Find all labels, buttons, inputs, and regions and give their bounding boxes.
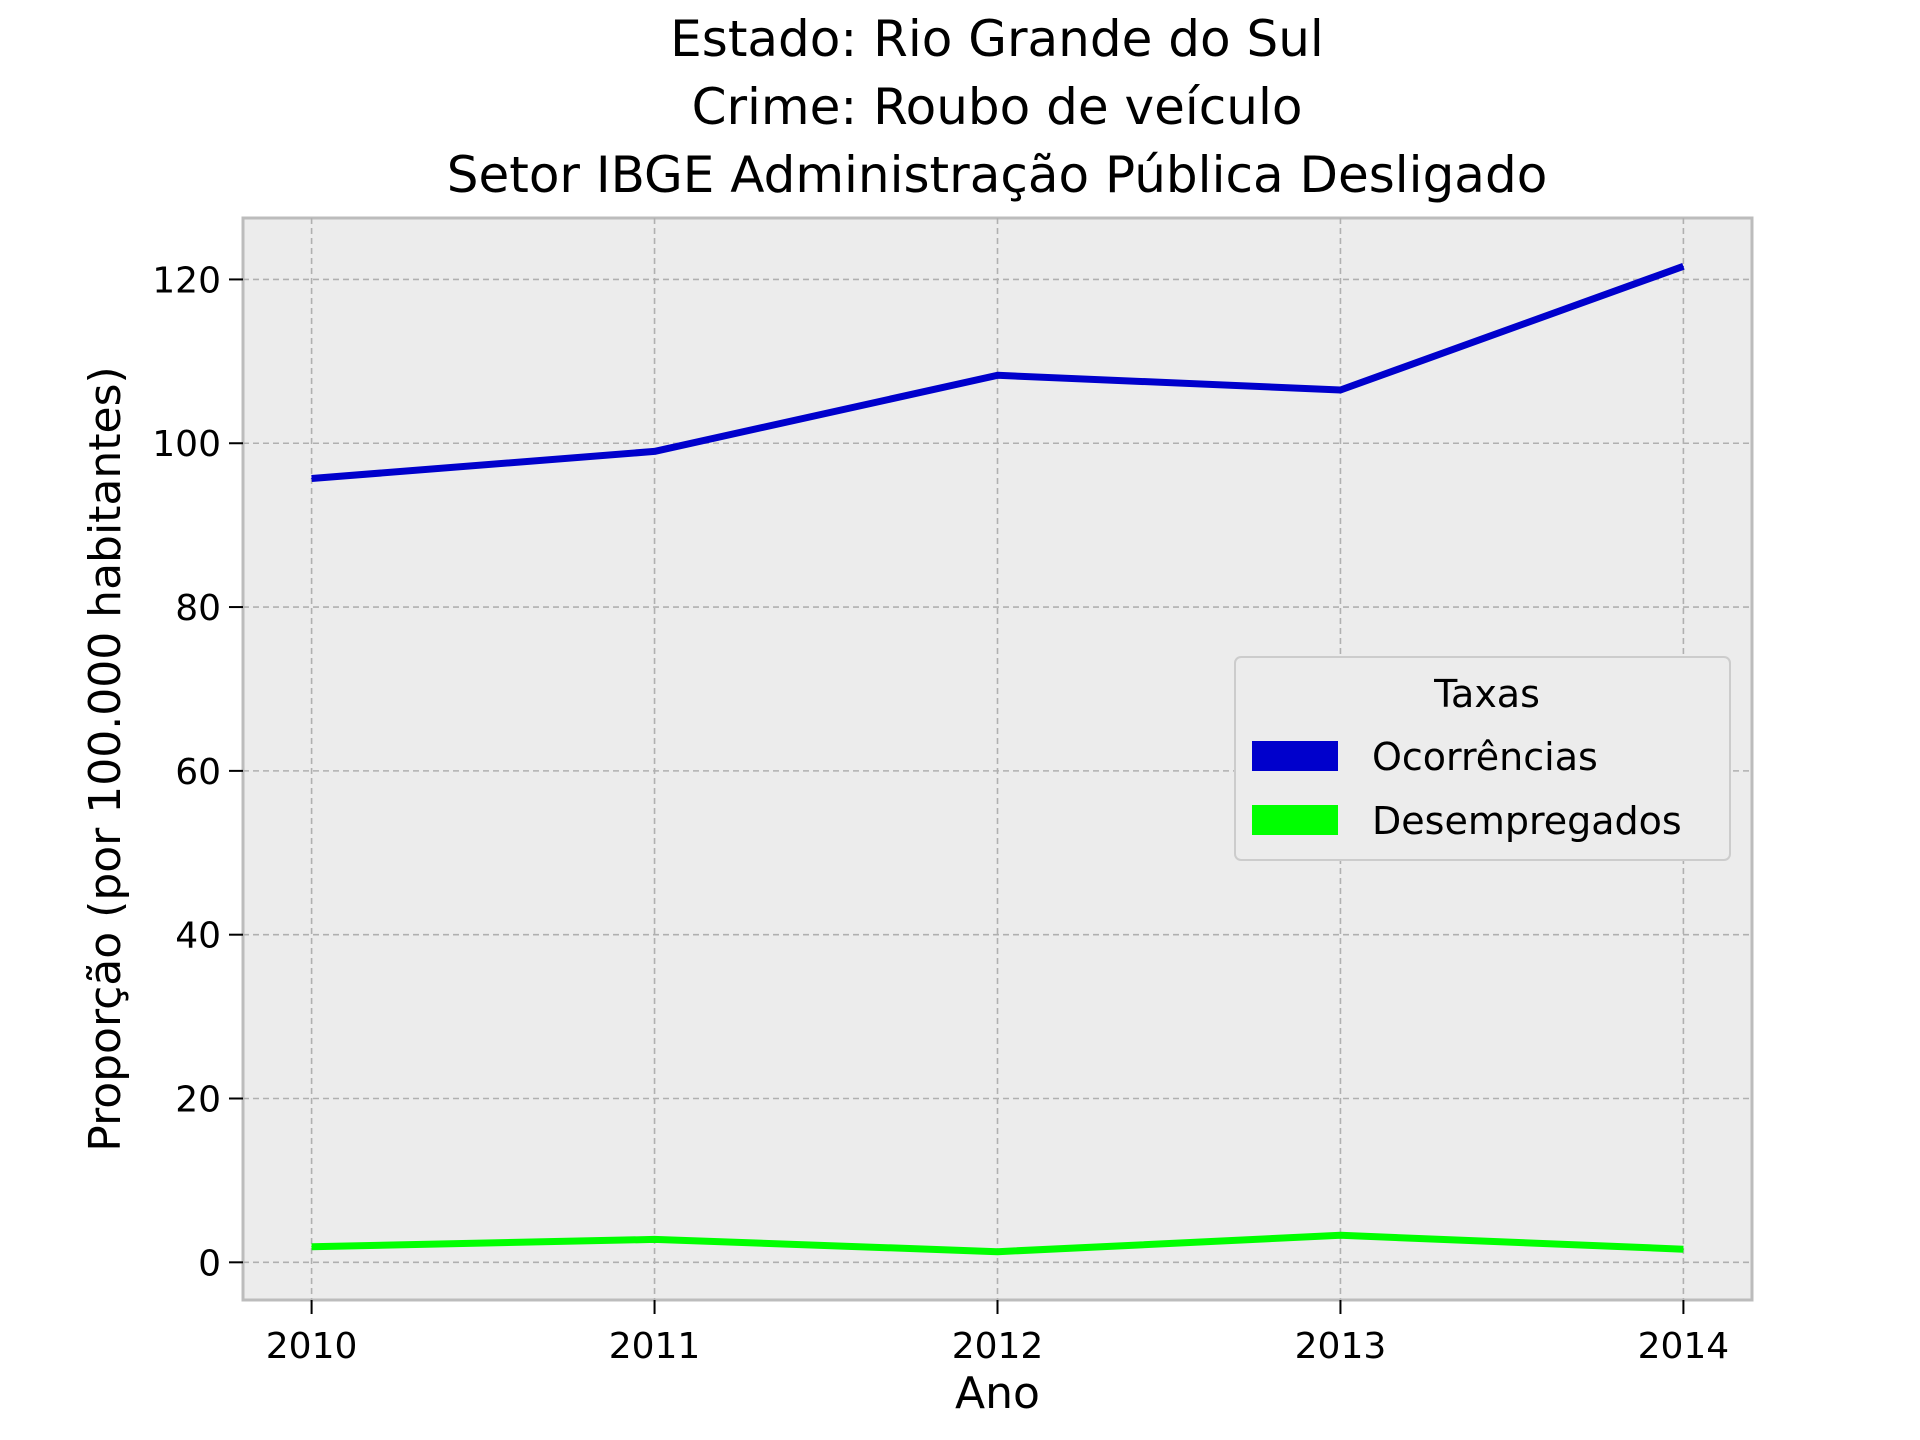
data-point bbox=[1682, 265, 1684, 267]
y-tick-label: 100 bbox=[152, 424, 221, 465]
data-point bbox=[1339, 389, 1341, 391]
x-tick-label: 2011 bbox=[609, 1326, 701, 1367]
title-line: Setor IBGE Administração Pública Desliga… bbox=[447, 146, 1548, 204]
y-tick-label: 0 bbox=[198, 1243, 221, 1284]
x-tick-label: 2013 bbox=[1295, 1326, 1387, 1367]
legend-title: Taxas bbox=[1433, 672, 1540, 716]
data-point bbox=[1339, 1234, 1341, 1236]
data-point bbox=[997, 374, 998, 376]
y-tick-label: 80 bbox=[175, 588, 221, 629]
legend: Taxas Ocorrências Desempregados bbox=[1234, 656, 1731, 861]
y-tick-label: 60 bbox=[175, 752, 221, 793]
series-layer bbox=[311, 263, 1685, 1256]
y-tick-label: 40 bbox=[175, 916, 221, 957]
title-line: Estado: Rio Grande do Sul bbox=[670, 10, 1324, 68]
x-axis-label: Ano bbox=[955, 1368, 1040, 1419]
data-point bbox=[997, 1251, 998, 1253]
legend-label: Desempregados bbox=[1372, 799, 1682, 843]
x-tick-label: 2012 bbox=[952, 1326, 1044, 1367]
data-point bbox=[654, 1238, 656, 1240]
y-axis-label: Proporção (por 100.000 habitantes) bbox=[80, 366, 131, 1151]
grid bbox=[243, 218, 1752, 1300]
data-point bbox=[1682, 1248, 1684, 1250]
legend-label: Ocorrências bbox=[1372, 735, 1598, 779]
legend-box bbox=[1234, 656, 1731, 861]
x-tick-label: 2010 bbox=[266, 1326, 358, 1367]
legend-swatch bbox=[1252, 805, 1338, 835]
data-point bbox=[311, 1246, 313, 1248]
title-line: Crime: Roubo de veículo bbox=[692, 78, 1303, 136]
y-tick-label: 120 bbox=[152, 260, 221, 301]
legend-items: Ocorrências Desempregados bbox=[1252, 735, 1682, 843]
data-point bbox=[311, 477, 313, 479]
chart-title: Estado: Rio Grande do Sul Crime: Roubo de… bbox=[447, 10, 1548, 204]
x-tick-label: 2014 bbox=[1638, 1326, 1730, 1367]
data-point bbox=[654, 450, 656, 452]
axis-ticks: 2010 2011 2012 2013 2014 0 20 40 60 80 100 120 bbox=[152, 260, 1729, 1367]
legend-swatch bbox=[1252, 741, 1338, 771]
y-tick-label: 20 bbox=[175, 1080, 221, 1121]
